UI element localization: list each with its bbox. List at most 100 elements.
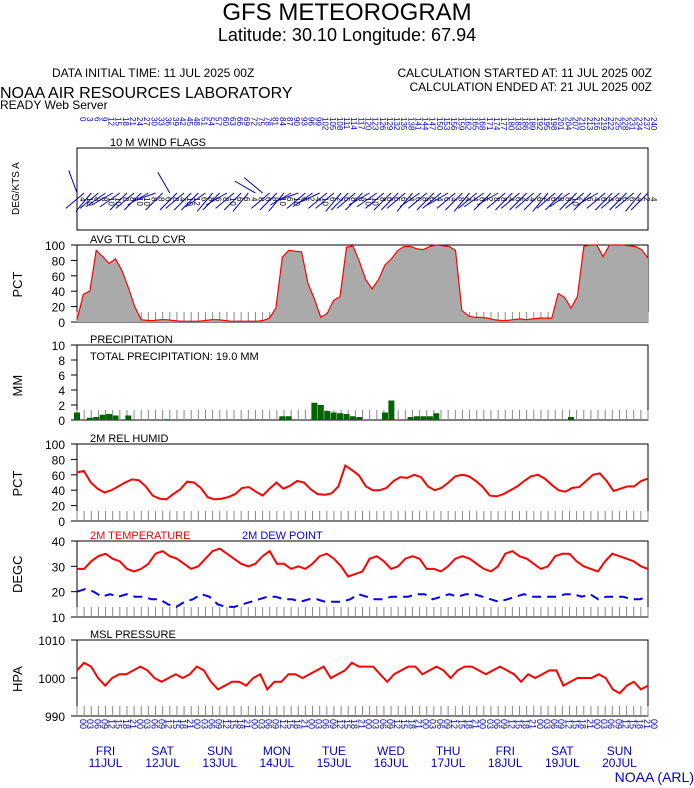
precip-bar [337,413,344,420]
wind-barb [181,192,199,211]
wind-barb [297,192,320,204]
wind-barb [325,192,342,212]
wind-barb [445,192,463,211]
top-hour-label: 156 [449,117,458,131]
humid-panel-ytick: 80 [52,453,66,467]
top-hour-label: 12 [107,117,116,126]
wind-speed-label: 4 [314,197,323,202]
top-hour-label: 105 [328,117,337,131]
top-hour-label: 93 [299,117,308,126]
top-hour-label: 213 [585,117,594,131]
wind-barb [75,192,92,212]
wind-barb [308,192,328,209]
bottom-hour-label: 06 [549,719,559,729]
wind-speed-label: 6 [620,197,629,202]
pressure-panel-title: MSL PRESSURE [90,629,176,641]
precip-panel-ytick: 0 [58,414,65,428]
wind-barb [600,192,620,209]
bottom-hour-label: 00 [535,719,545,729]
bottom-hour-label: 06 [492,719,502,729]
top-hour-label: 99 [314,117,323,126]
bottom-hour-label: 21 [528,719,538,729]
wind-speed-label: 10 [371,197,380,206]
wind-speed-label: 6 [264,197,273,202]
top-hour-label: 207 [570,117,579,131]
top-hour-label: 216 [592,117,601,131]
wind-speed-label: 6 [164,197,173,202]
precip-bar [99,414,106,420]
cloud-line [76,244,649,322]
calc-started-label: CALCULATION STARTED AT: 11 JUL 2025 00Z [397,66,652,80]
wind-speed-label: 8 [421,197,430,202]
wind-speed-label: 4 [249,197,258,202]
precip-bar [414,416,421,420]
top-hour-label: 225 [613,117,622,131]
wind-barb [559,192,577,211]
precip-bar [330,412,337,420]
wind-barb [532,192,549,212]
wind-barb [422,192,442,209]
top-hour-label: 117 [356,117,365,130]
wind-speed-label: 2 [642,197,651,202]
precip-bar [86,417,93,420]
wind-speed-label: 6 [428,197,437,202]
wind-speed-label: 10 [364,197,373,206]
bottom-hour-label: 00 [649,719,659,729]
credit-label: NOAA (ARL) [615,769,694,785]
bottom-hour-label: 15 [570,719,580,729]
temp-series-label: 2M TEMPERATURE [90,530,190,542]
bottom-hour-label: 00 [135,719,145,729]
wind-barb [348,192,370,206]
humid-panel-ylabel: PCT [10,470,25,496]
precip-bar [343,414,350,420]
top-hour-label: 204 [563,117,572,131]
bottom-hour-label: 15 [114,719,124,729]
top-hour-label: 180 [506,117,515,131]
wind-barb [68,170,78,194]
bottom-hour-label: 09 [613,719,623,729]
precip-bar [568,417,575,420]
top-hour-label: 150 [435,117,444,131]
day-label: FRI [96,744,115,758]
wind-speed-label: 6 [599,197,608,202]
dew-series-label: 2M DEW POINT [242,530,323,542]
top-hour-label: 114 [349,117,358,130]
wind-barb [509,192,528,211]
precip-bar [112,415,119,420]
wind-speed-label: 6 [442,197,451,202]
top-hour-label: 228 [620,117,629,131]
precip-bar [433,413,440,420]
bottom-hour-label: 03 [199,719,209,729]
wind-speed-label: 8 [157,197,166,202]
wind-panel-title: 10 M WIND FLAGS [110,137,206,149]
bottom-hour-label: 06 [321,719,331,729]
date-label: 19JUL [545,756,580,770]
wind-barb [416,192,435,211]
bottom-hour-label: 18 [349,719,359,729]
top-hour-label: 87 [285,117,294,126]
wind-barb [495,192,513,211]
bottom-hour-label: 06 [606,719,616,729]
top-hour-label: 51 [199,117,208,126]
wind-speed-label: 10 [570,197,579,206]
wind-speed-label: 8 [378,197,387,202]
bottom-hour-label: 15 [399,719,409,729]
top-hour-label: 171 [485,117,494,131]
bottom-hour-label: 00 [306,719,316,729]
bottom-hour-label: 06 [264,719,274,729]
top-hour-label: 30 [149,117,158,126]
wind-barb [330,192,349,211]
bottom-hour-label: 21 [356,719,366,729]
pressure-line [76,661,649,695]
cloud-panel-ytick: 20 [52,301,66,315]
date-label: 15JUL [317,756,352,770]
day-label: SUN [607,744,632,758]
top-hour-label: 3 [85,117,94,122]
top-hour-label: 162 [463,117,472,131]
precip-bar [285,416,292,420]
wind-barb [336,192,356,209]
wind-speed-label: 6 [342,197,351,202]
bottom-hour-label: 15 [171,719,181,729]
humid-panel-ytick: 20 [52,500,66,514]
top-hour-label: 36 [164,117,173,126]
